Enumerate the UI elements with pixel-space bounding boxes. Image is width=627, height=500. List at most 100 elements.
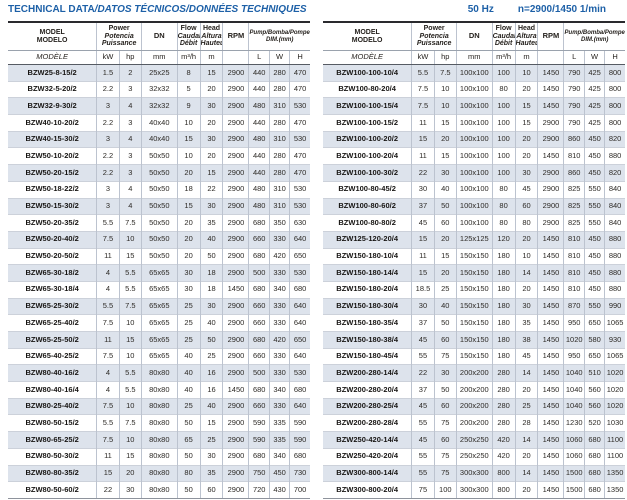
value-cell: 10	[176, 147, 201, 165]
value-cell: 30	[411, 180, 435, 198]
table-row: BZW80-50-60/2 22 30 80x80 50 60 2900 720 430 700	[8, 481, 310, 498]
value-cell: 450	[583, 264, 605, 282]
value-cell: 20	[176, 230, 201, 249]
value-cell: 2900	[222, 481, 249, 498]
value-cell: 180	[491, 347, 516, 365]
value-cell: 2900	[222, 147, 249, 165]
value-cell: 340	[268, 447, 290, 465]
value-cell: 3	[118, 80, 142, 98]
model-cell: BZW50-20-15/2	[8, 164, 97, 182]
value-cell: 150x150	[455, 247, 493, 265]
value-cell: 20	[176, 214, 201, 232]
value-cell: 680	[248, 214, 270, 232]
model-cell: BZW40-10-20/2	[8, 114, 97, 132]
value-cell: 80x80	[140, 364, 178, 382]
value-cell: 510	[583, 364, 605, 382]
value-cell: 810	[563, 264, 585, 282]
value-cell: 50	[176, 447, 201, 465]
value-cell: 20	[433, 130, 457, 148]
value-cell: 330	[268, 347, 290, 365]
model-cell: BZW50-20-35/2	[8, 214, 97, 232]
value-cell: 120	[491, 230, 516, 249]
table-row: BZW150-180-20/4 18.5 25 150x150 180 20 1450 810…	[323, 280, 625, 299]
dim-w-label: W	[268, 50, 290, 65]
table-row: BZW80-40-16/4 4 5.5 80x80 40 16 1450 680 340 680	[8, 381, 310, 399]
value-cell: 700	[289, 481, 310, 498]
value-cell: 425	[583, 97, 605, 115]
value-cell: 530	[289, 197, 310, 215]
value-cell: 15	[118, 331, 142, 349]
value-cell: 30	[514, 164, 538, 182]
table-row: BZW250-420-14/4 45 60 250x250 420 14 1450 1060 6…	[323, 431, 625, 449]
value-cell: 80x80	[140, 431, 178, 449]
model-label-es: MODELO	[36, 36, 68, 44]
value-cell: 20	[514, 80, 538, 98]
value-cell: 4	[118, 197, 142, 215]
value-cell: 180	[491, 280, 516, 299]
value-cell: 200x200	[455, 381, 493, 399]
value-cell: 9	[176, 97, 201, 115]
value-cell: 65x65	[140, 264, 178, 282]
page-header: TECHNICAL DATA/DATOS TÉCNICOS/DONNÉES TE…	[8, 4, 620, 19]
col-header-flow: Flow Caudal Débit	[176, 23, 201, 51]
table-row: BZW25-8-15/2 1.5 2 25x25 8 15 2900 440 280 470	[8, 64, 310, 82]
value-cell: 40	[176, 347, 201, 365]
value-cell: 180	[491, 247, 516, 265]
value-cell: 1450	[537, 481, 564, 498]
value-cell: 32x32	[140, 80, 178, 98]
value-cell: 1450	[537, 464, 564, 482]
value-cell: 1020	[604, 381, 625, 399]
value-cell: 530	[289, 180, 310, 198]
value-cell: 10	[433, 97, 457, 115]
value-cell: 560	[583, 397, 605, 415]
value-cell: 2900	[222, 247, 249, 265]
value-cell: 20	[199, 147, 223, 165]
value-cell: 790	[563, 97, 585, 115]
value-cell: 530	[289, 364, 310, 382]
value-cell: 310	[268, 180, 290, 198]
value-cell: 450	[268, 464, 290, 482]
value-cell: 280	[491, 364, 516, 382]
right-table-body: BZW100-100-10/4 5.5 7.5 100x100 100 10 1450 790…	[323, 64, 625, 498]
power-label-en: Power	[108, 24, 130, 32]
value-cell: 3	[96, 197, 120, 215]
value-cell: 1450	[537, 147, 564, 165]
table-row: BZW150-180-30/4 30 40 150x150 180 30 1450 870 55…	[323, 297, 625, 315]
value-cell: 5.5	[411, 64, 435, 82]
power-label-es: Potencia	[104, 32, 134, 40]
value-cell: 15	[411, 264, 435, 282]
head-label-fr: Hauteur	[200, 40, 223, 48]
value-cell: 335	[268, 414, 290, 432]
value-cell: 45	[411, 431, 435, 449]
model-cell: BZW50-15-30/2	[8, 197, 97, 215]
value-cell: 50x50	[140, 214, 178, 232]
flow-label-fr: Débit	[494, 40, 513, 48]
value-cell: 580	[583, 331, 605, 349]
head-label-en: Head	[202, 24, 221, 32]
value-cell: 18	[199, 264, 223, 282]
value-cell: 330	[268, 314, 290, 332]
value-cell: 40	[199, 397, 223, 415]
value-cell: 80x80	[140, 381, 178, 399]
value-cell: 15	[118, 247, 142, 265]
value-cell: 22	[199, 180, 223, 198]
dim-h-label: H	[604, 50, 625, 65]
value-cell: 680	[289, 447, 310, 465]
model-cell: BZW25-8-15/2	[8, 64, 97, 82]
value-cell: 730	[289, 464, 310, 482]
dim-l-label: L	[563, 50, 585, 65]
value-cell: 15	[433, 114, 457, 132]
value-cell: 470	[289, 147, 310, 165]
value-cell: 100x100	[455, 97, 493, 115]
technical-data-table-left: MODEL MODELO Power Potencia Puissance DN…	[8, 23, 310, 498]
value-cell: 1450	[537, 414, 564, 432]
value-cell: 1450	[537, 347, 564, 365]
value-cell: 180	[491, 297, 516, 315]
value-cell: 100	[491, 164, 516, 182]
value-cell: 65x65	[140, 280, 178, 299]
unit-flow: m³/h	[176, 50, 201, 65]
value-cell: 3	[96, 97, 120, 115]
model-cell: BZW32-5-20/2	[8, 80, 97, 98]
table-row: BZW80-40-16/2 4 5.5 80x80 40 16 2900 500 330 530	[8, 364, 310, 382]
value-cell: 30	[199, 297, 223, 315]
